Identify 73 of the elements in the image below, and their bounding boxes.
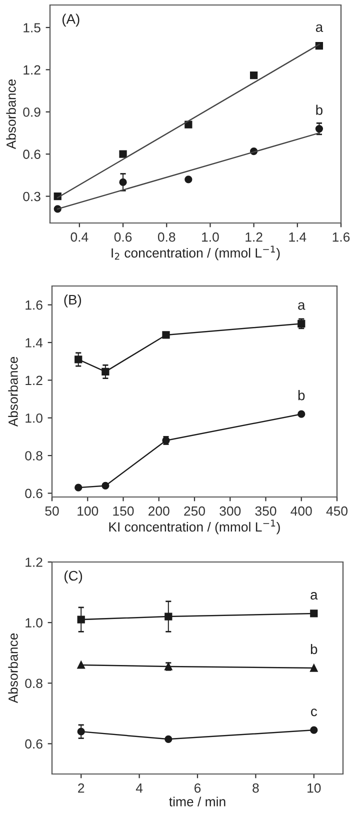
point bbox=[184, 176, 192, 184]
series-label: a bbox=[310, 592, 318, 600]
x-tick-label: 1.0 bbox=[202, 232, 219, 242]
point bbox=[298, 410, 306, 418]
x-axis-title: I$_{2}$ concentration / (mmol L$^{−1}$) bbox=[112, 246, 280, 260]
point bbox=[102, 368, 110, 376]
point bbox=[310, 610, 318, 618]
x-tick-label: 0.6 bbox=[114, 232, 132, 242]
x-tick-label: 1.6 bbox=[332, 232, 350, 242]
x-tick-label: 8 bbox=[252, 783, 259, 793]
series-label: a bbox=[298, 302, 306, 310]
y-tick-label: 1.5 bbox=[24, 23, 40, 32]
point bbox=[77, 661, 85, 669]
y-tick-label: 1.6 bbox=[26, 300, 42, 310]
x-tick-label: 450 bbox=[326, 506, 348, 516]
x-tick-label: 1.2 bbox=[246, 232, 262, 242]
x-axis-title: time / min bbox=[169, 796, 226, 806]
y-tick-label: 0.6 bbox=[23, 150, 40, 159]
series-label: b bbox=[298, 390, 305, 400]
point bbox=[164, 612, 172, 620]
y-axis-title: Absorbance bbox=[8, 633, 18, 704]
x-tick-label: 350 bbox=[255, 506, 276, 516]
point bbox=[315, 124, 324, 133]
point bbox=[74, 356, 82, 364]
series-label: b bbox=[310, 644, 318, 654]
x-tick-label: 150 bbox=[113, 506, 134, 516]
y-tick-label: 1.0 bbox=[26, 618, 42, 628]
x-tick-label: 250 bbox=[184, 506, 205, 516]
point bbox=[77, 728, 85, 736]
y-tick-label: 0.8 bbox=[25, 678, 42, 688]
annotation: (B) bbox=[64, 294, 82, 308]
x-tick-label: 400 bbox=[290, 506, 312, 516]
point bbox=[250, 72, 258, 80]
y-tick-label: 0.9 bbox=[23, 107, 40, 117]
y-axis-title: Absorbance bbox=[6, 79, 16, 150]
x-tick-label: 50 bbox=[45, 506, 59, 516]
annotation: (A) bbox=[62, 14, 80, 27]
y-tick-label: 1.0 bbox=[26, 413, 42, 423]
point bbox=[162, 331, 170, 339]
x-tick-label: 1.4 bbox=[289, 232, 306, 242]
y-tick-label: 1.2 bbox=[26, 376, 42, 385]
y-tick-label: 0.6 bbox=[25, 488, 42, 498]
point bbox=[184, 120, 192, 128]
y-tick-label: 1.2 bbox=[24, 65, 40, 74]
point bbox=[102, 482, 110, 490]
x-tick-label: 4 bbox=[136, 784, 143, 793]
x-tick-label: 6 bbox=[194, 783, 201, 793]
point bbox=[310, 664, 318, 672]
series-label: c bbox=[311, 708, 318, 716]
point bbox=[119, 178, 127, 186]
point bbox=[77, 616, 85, 624]
y-tick-label: 0.8 bbox=[25, 451, 42, 460]
point bbox=[119, 150, 127, 158]
x-tick-label: 2 bbox=[78, 783, 84, 793]
annotation: (C) bbox=[64, 570, 82, 584]
point bbox=[298, 320, 306, 328]
x-tick-label: 200 bbox=[148, 506, 170, 516]
y-tick-label: 0.6 bbox=[25, 739, 42, 749]
point bbox=[310, 726, 318, 734]
series-label: a bbox=[316, 24, 324, 32]
y-tick-label: 0.3 bbox=[23, 192, 40, 202]
y-tick-label: 1.2 bbox=[26, 558, 42, 567]
y-axis-title: Absorbance bbox=[8, 356, 18, 427]
x-axis-title: KI concentration / (mmol L$^{−1}$) bbox=[109, 520, 280, 534]
x-tick-label: 0.8 bbox=[158, 232, 176, 242]
point bbox=[74, 484, 82, 492]
x-tick-label: 0.4 bbox=[70, 232, 88, 242]
point bbox=[164, 735, 172, 743]
x-tick-label: 300 bbox=[220, 506, 241, 516]
x-tick-label: 100 bbox=[78, 506, 98, 516]
x-tick-label: 10 bbox=[308, 783, 321, 793]
series-label: b bbox=[316, 104, 322, 115]
y-tick-label: 1.4 bbox=[26, 338, 43, 348]
